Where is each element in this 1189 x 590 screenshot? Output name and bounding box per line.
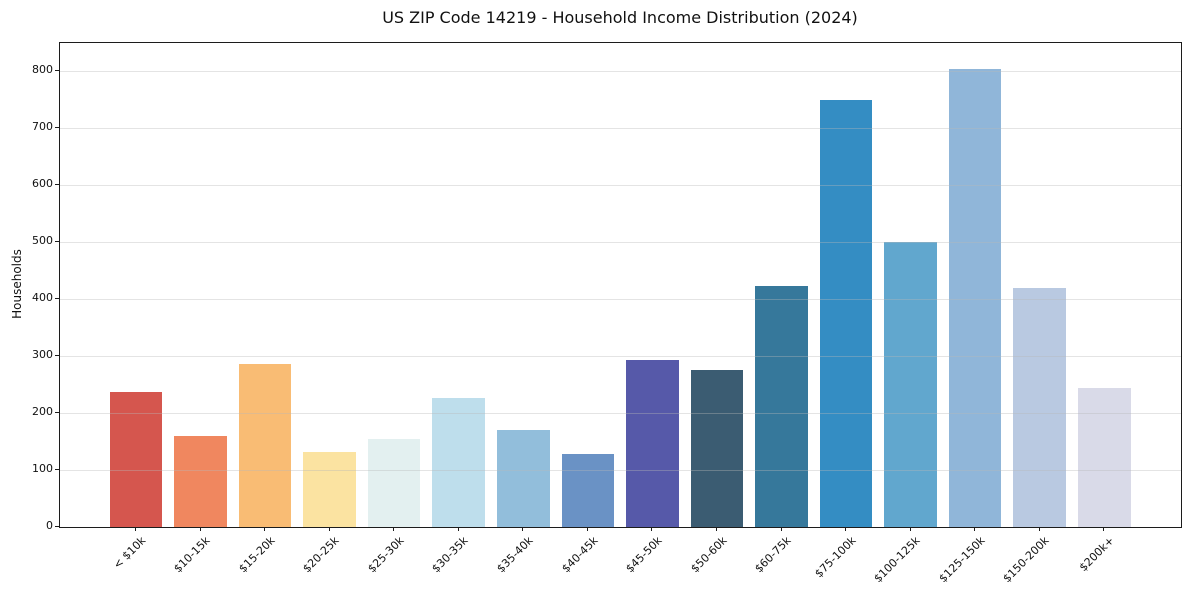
y-tick-label: 100 bbox=[32, 462, 53, 476]
y-tick-mark bbox=[55, 526, 59, 527]
x-tick-label: $150-200k bbox=[1000, 534, 1052, 586]
bar-12 bbox=[819, 99, 873, 527]
bar-1 bbox=[109, 392, 163, 527]
x-tick-mark bbox=[457, 527, 459, 531]
bar-2 bbox=[174, 435, 227, 527]
y-tick-mark bbox=[55, 127, 59, 129]
y-tick-label: 500 bbox=[32, 234, 53, 248]
x-tick-mark bbox=[199, 527, 201, 531]
x-tick-label: $30-35k bbox=[429, 534, 471, 576]
y-tick-label: 800 bbox=[32, 63, 53, 77]
y-tick-label: 400 bbox=[32, 291, 53, 305]
gridline bbox=[60, 355, 1181, 357]
bar-14 bbox=[948, 68, 1002, 527]
x-tick-label: $40-45k bbox=[558, 534, 601, 576]
x-tick-label: $20-25k bbox=[300, 534, 342, 576]
gridline bbox=[60, 184, 1181, 186]
x-tick-mark bbox=[264, 527, 266, 531]
x-tick-mark bbox=[909, 527, 911, 531]
bar-4 bbox=[303, 451, 356, 527]
bar-10 bbox=[690, 370, 744, 527]
y-tick-mark bbox=[55, 355, 59, 357]
x-tick-label: $60-75k bbox=[752, 534, 794, 576]
bar-11 bbox=[755, 285, 808, 527]
x-tick-mark bbox=[135, 527, 136, 531]
y-tick-label: 700 bbox=[32, 120, 53, 134]
x-tick-label: $50-60k bbox=[687, 534, 730, 576]
gridline bbox=[60, 469, 1181, 471]
gridline bbox=[60, 298, 1181, 300]
bar-13 bbox=[884, 242, 937, 527]
x-tick-label: $125-150k bbox=[936, 534, 988, 586]
x-tick-mark bbox=[393, 527, 395, 531]
x-tick-mark bbox=[1038, 527, 1040, 531]
y-tick-label: 0 bbox=[46, 519, 53, 532]
plot-area bbox=[59, 42, 1182, 528]
bar-5 bbox=[367, 438, 421, 527]
x-tick-mark bbox=[586, 527, 588, 531]
x-tick-mark bbox=[1103, 527, 1105, 531]
x-tick-label: $200k+ bbox=[1076, 534, 1117, 575]
bar-16 bbox=[1077, 387, 1131, 527]
bar-15 bbox=[1013, 288, 1066, 527]
y-tick-mark bbox=[55, 469, 59, 471]
x-tick-label: $10-15k bbox=[171, 534, 213, 576]
y-tick-mark bbox=[55, 241, 59, 243]
y-tick-mark bbox=[55, 298, 59, 300]
x-tick-mark bbox=[974, 527, 976, 531]
x-tick-label: < $10k bbox=[110, 534, 149, 572]
gridline bbox=[60, 70, 1181, 72]
gridline bbox=[60, 241, 1181, 243]
x-tick-label: $100-125k bbox=[871, 534, 923, 586]
bar-8 bbox=[561, 453, 615, 527]
y-axis-label: Households bbox=[10, 249, 24, 319]
bar-3 bbox=[238, 363, 292, 527]
y-tick-mark bbox=[55, 184, 59, 186]
y-tick-label: 600 bbox=[32, 177, 53, 191]
x-tick-mark bbox=[651, 527, 653, 531]
gridline bbox=[60, 127, 1181, 129]
x-tick-label: $15-20k bbox=[236, 534, 278, 576]
x-tick-mark bbox=[845, 527, 847, 531]
y-tick-label: 300 bbox=[32, 348, 53, 362]
x-tick-label: $75-100k bbox=[812, 534, 859, 581]
x-tick-label: $45-50k bbox=[623, 534, 665, 576]
bar-9 bbox=[626, 360, 679, 527]
x-tick-mark bbox=[715, 527, 717, 531]
x-tick-mark bbox=[522, 527, 524, 531]
x-tick-mark bbox=[328, 527, 330, 531]
bar-7 bbox=[497, 430, 550, 527]
bar-6 bbox=[432, 398, 486, 527]
x-tick-label: $25-30k bbox=[365, 534, 407, 576]
x-tick-label: $35-40k bbox=[494, 534, 536, 576]
y-tick-label: 200 bbox=[32, 405, 53, 419]
x-tick-mark bbox=[780, 527, 782, 531]
y-tick-mark bbox=[55, 70, 59, 72]
y-tick-mark bbox=[55, 412, 59, 414]
chart-title: US ZIP Code 14219 - Household Income Dis… bbox=[382, 8, 858, 27]
gridline bbox=[60, 412, 1181, 414]
